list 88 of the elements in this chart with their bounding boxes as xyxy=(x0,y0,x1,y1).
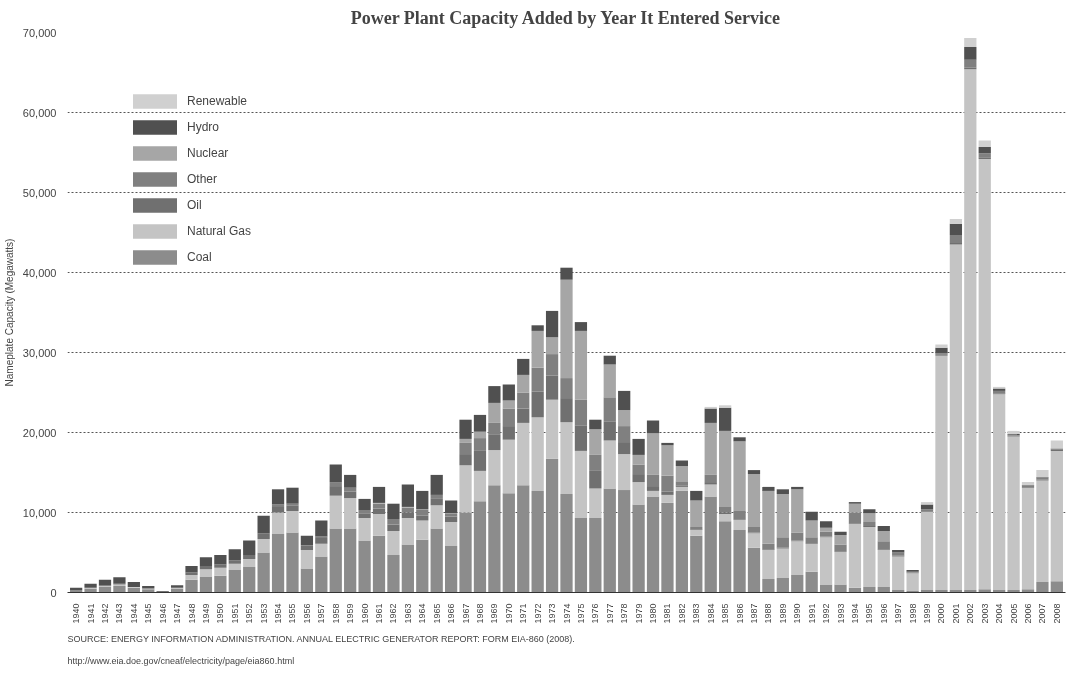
x-tick-label: 1999 xyxy=(922,603,933,624)
x-tick-label: 1980 xyxy=(648,603,659,624)
legend-label: Oil xyxy=(187,198,203,212)
y-tick-label: 0 xyxy=(50,586,57,599)
x-tick-label: 1986 xyxy=(734,603,745,624)
x-tick-label: 1941 xyxy=(85,603,96,624)
x-tick-label: 1961 xyxy=(374,603,385,624)
x-tick-label: 1956 xyxy=(301,603,312,624)
x-tick-label: 1970 xyxy=(503,603,514,624)
y-tick-label: 50,000 xyxy=(22,186,57,199)
x-tick-label: 1995 xyxy=(864,603,875,624)
x-tick-label: 1982 xyxy=(676,603,687,624)
x-tick-label: 1948 xyxy=(186,603,197,624)
x-tick-label: 1984 xyxy=(705,603,716,624)
x-tick-label: 1997 xyxy=(893,603,904,624)
x-tick-label: 1967 xyxy=(460,603,471,624)
x-tick-label: 1974 xyxy=(561,603,572,624)
legend-label: Other xyxy=(187,172,218,186)
x-tick-label: 1989 xyxy=(777,603,788,624)
x-tick-label: 1950 xyxy=(215,603,226,624)
x-tick-label: 1957 xyxy=(316,603,327,624)
x-tick-label: 2004 xyxy=(994,603,1005,624)
chart-title: Power Plant Capacity Added by Year It Entered Service xyxy=(350,7,781,28)
legend-label: Nuclear xyxy=(187,146,229,160)
x-tick-label: 1994 xyxy=(849,603,860,624)
x-tick-label: 1964 xyxy=(417,603,428,624)
x-tick-label: 1991 xyxy=(806,603,817,624)
x-tick-label: 2000 xyxy=(936,603,947,624)
x-tick-label: 1968 xyxy=(474,603,485,624)
x-tick-label: 1985 xyxy=(720,603,731,624)
x-tick-label: 2003 xyxy=(979,603,990,624)
x-tick-label: 1972 xyxy=(532,603,543,624)
x-tick-label: 1953 xyxy=(258,603,269,624)
y-axis-title: Nameplate Capacity (Megawatts) xyxy=(3,238,15,387)
x-tick-label: 1946 xyxy=(157,603,168,624)
x-tick-label: 2007 xyxy=(1037,603,1048,624)
source-note: SOURCE: ENERGY INFORMATION ADMINISTRATION. ANNUAL ELECTRIC GENERATOR REPORT: FORM EIA-860 (2008). xyxy=(67,633,575,644)
x-tick-label: 2002 xyxy=(965,603,976,624)
x-tick-label: 1947 xyxy=(172,603,183,624)
y-tick-label: 30,000 xyxy=(22,346,57,359)
x-tick-label: 1987 xyxy=(748,603,759,624)
legend-label: Natural Gas xyxy=(187,224,252,238)
x-tick-label: 1954 xyxy=(273,603,284,624)
x-tick-label: 1977 xyxy=(604,603,615,624)
x-tick-label: 1992 xyxy=(821,603,832,624)
x-tick-label: 1981 xyxy=(662,603,673,624)
x-tick-label: 1963 xyxy=(402,603,413,624)
x-tick-label: 1976 xyxy=(590,603,601,624)
legend-label: Renewable xyxy=(187,94,248,108)
x-tick-label: 1990 xyxy=(792,603,803,624)
x-tick-label: 1943 xyxy=(114,603,125,624)
y-tick-label: 40,000 xyxy=(22,266,57,279)
x-tick-label: 1975 xyxy=(575,603,586,624)
x-tick-label: 1944 xyxy=(128,603,139,624)
x-tick-label: 1940 xyxy=(71,603,82,624)
x-tick-label: 1983 xyxy=(691,603,702,624)
y-tick-label: 60,000 xyxy=(22,106,57,119)
x-tick-label: 1942 xyxy=(100,603,110,624)
x-tick-label: 1969 xyxy=(489,603,500,624)
x-tick-label: 2008 xyxy=(1051,603,1062,624)
x-tick-label: 1949 xyxy=(200,603,211,624)
legend-label: Coal xyxy=(187,250,212,264)
x-tick-label: 1959 xyxy=(345,603,356,624)
x-tick-label: 2005 xyxy=(1008,603,1019,624)
x-tick-label: 1962 xyxy=(388,603,399,624)
x-tick-label: 1958 xyxy=(330,603,341,624)
x-tick-label: 1973 xyxy=(547,603,558,624)
x-tick-label: 2001 xyxy=(950,603,961,624)
y-tick-label: 70,000 xyxy=(22,26,57,39)
x-tick-label: 1965 xyxy=(431,603,442,624)
x-tick-label: 1996 xyxy=(878,603,889,624)
y-tick-label: 10,000 xyxy=(22,506,57,519)
x-tick-label: 1945 xyxy=(143,603,154,624)
x-tick-label: 1952 xyxy=(244,603,255,624)
y-tick-label: 20,000 xyxy=(22,426,57,439)
x-tick-label: 1951 xyxy=(229,603,240,624)
x-tick-label: 2006 xyxy=(1023,603,1033,624)
x-tick-label: 1978 xyxy=(619,603,630,624)
x-tick-label: 1993 xyxy=(835,603,846,624)
x-tick-label: 1988 xyxy=(763,603,774,624)
x-tick-label: 1960 xyxy=(359,603,370,624)
x-tick-label: 1955 xyxy=(287,603,298,624)
x-tick-label: 1979 xyxy=(633,603,644,624)
x-tick-label: 1971 xyxy=(518,603,529,624)
text: http://www.eia.doe.gov/cneaf/electricity/page/eia860.html xyxy=(67,655,295,666)
legend-label: Hydro xyxy=(187,120,220,134)
x-tick-label: 1966 xyxy=(446,603,457,624)
x-tick-label: 1998 xyxy=(907,603,918,624)
